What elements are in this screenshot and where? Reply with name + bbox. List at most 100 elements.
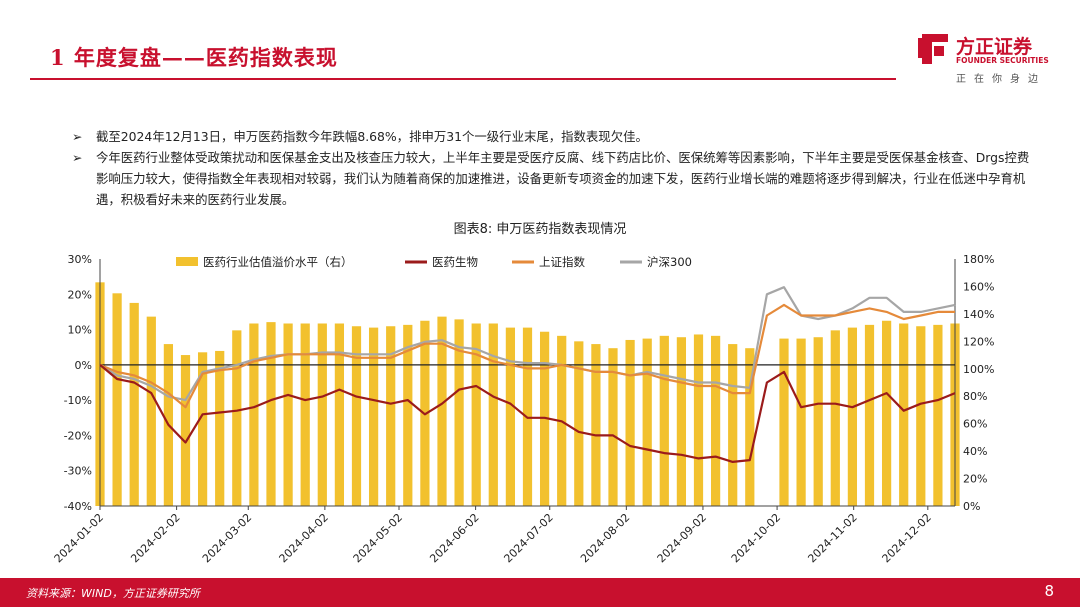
y-right-tick-label: 0% bbox=[963, 500, 980, 513]
series-line bbox=[99, 303, 955, 409]
footer-bar: 资料来源：WIND，方正证券研究所 8 bbox=[0, 578, 1080, 607]
bullet-list: ➢ 截至2024年12月13日，申万医药指数今年跌幅8.68%，排申万31个一级… bbox=[72, 126, 1032, 210]
valuation-bar bbox=[676, 337, 687, 506]
valuation-bar bbox=[813, 337, 823, 506]
logo-chinese-name: 方正证券 bbox=[956, 36, 1033, 58]
y-left-tick-label: -30% bbox=[64, 465, 92, 478]
valuation-bar bbox=[505, 327, 516, 506]
valuation-bar bbox=[180, 355, 191, 506]
valuation-bar bbox=[146, 316, 156, 506]
legend-label: 上证指数 bbox=[539, 255, 585, 269]
x-tick-label: 2024-01-02 bbox=[52, 511, 106, 565]
bullet-text: 今年医药行业整体受政策扰动和医保基金支出及核查压力较大，上半年主要是受医疗反腐、… bbox=[96, 150, 1030, 207]
valuation-bar bbox=[112, 293, 122, 506]
valuation-bar bbox=[437, 316, 447, 506]
valuation-bar bbox=[368, 327, 379, 506]
logo-english-name: FOUNDER SECURITIES bbox=[956, 56, 1049, 65]
y-right-tick-label: 140% bbox=[963, 308, 994, 321]
valuation-bar bbox=[283, 323, 293, 506]
valuation-bar bbox=[642, 338, 652, 506]
y-right-tick-label: 160% bbox=[963, 280, 994, 293]
valuation-bar bbox=[864, 324, 875, 506]
page-number: 8 bbox=[1044, 582, 1054, 600]
x-tick-label: 2024-11-02 bbox=[805, 511, 859, 565]
y-right-tick-label: 100% bbox=[963, 363, 994, 376]
x-tick-label: 2024-12-02 bbox=[880, 511, 934, 565]
valuation-bar bbox=[129, 302, 139, 506]
y-right-tick-label: 180% bbox=[963, 253, 994, 266]
arrow-bullet-icon: ➢ bbox=[72, 150, 83, 165]
series-line bbox=[99, 364, 956, 463]
header-divider bbox=[30, 78, 896, 80]
legend-swatch bbox=[176, 257, 198, 266]
y-right-tick-label: 40% bbox=[963, 445, 987, 458]
valuation-bar bbox=[249, 323, 259, 506]
valuation-bar bbox=[881, 320, 892, 506]
valuation-bar bbox=[847, 327, 858, 506]
x-tick-label: 2024-05-02 bbox=[351, 511, 405, 565]
legend-label: 沪深300 bbox=[647, 255, 692, 269]
valuation-bar bbox=[317, 323, 327, 506]
y-right-tick-label: 80% bbox=[963, 390, 987, 403]
y-left-tick-label: -40% bbox=[64, 500, 92, 513]
valuation-bar bbox=[351, 326, 362, 506]
x-tick-label: 2024-04-02 bbox=[277, 511, 331, 565]
data-source: 资料来源：WIND，方正证券研究所 bbox=[26, 587, 200, 600]
valuation-bar bbox=[659, 335, 669, 506]
y-left-tick-label: 30% bbox=[68, 253, 92, 266]
y-left-tick-label: 10% bbox=[68, 324, 92, 337]
valuation-bar bbox=[693, 334, 704, 506]
y-right-tick-label: 120% bbox=[963, 335, 994, 348]
valuation-bar bbox=[830, 330, 840, 506]
valuation-bar bbox=[471, 323, 481, 506]
chart-title: 图表8: 申万医药指数表现情况 bbox=[453, 222, 627, 237]
valuation-bar bbox=[197, 352, 208, 506]
valuation-bar bbox=[574, 341, 584, 506]
x-tick-label: 2024-03-02 bbox=[200, 511, 254, 565]
y-right-tick-label: 60% bbox=[963, 418, 987, 431]
legend-label: 医药生物 bbox=[432, 255, 478, 269]
valuation-bar bbox=[745, 348, 755, 506]
x-tick-label: 2024-02-02 bbox=[128, 511, 182, 565]
brand-logo: 方正证券 FOUNDER SECURITIES 正在你身边 bbox=[916, 30, 1056, 90]
valuation-bar bbox=[334, 323, 345, 506]
valuation-bar bbox=[779, 338, 789, 506]
y-left-tick-label: 20% bbox=[68, 288, 92, 301]
valuation-bar bbox=[916, 326, 926, 506]
x-tick-label: 2024-09-02 bbox=[655, 511, 709, 565]
valuation-bar bbox=[796, 338, 806, 506]
bullet-item: ➢ 截至2024年12月13日，申万医药指数今年跌幅8.68%，排申万31个一级… bbox=[72, 126, 1032, 147]
valuation-bar bbox=[386, 326, 396, 506]
founder-logo-icon bbox=[918, 34, 948, 64]
page-title: 1 年度复盘——医药指数表现 bbox=[50, 45, 338, 70]
y-left-tick-label: -20% bbox=[64, 429, 92, 442]
chart: 30% 20% 10% 0% -10% -20% -30% -40% 180% 160% 140% 1… bbox=[52, 253, 995, 565]
valuation-bar bbox=[933, 324, 943, 506]
valuation-bar bbox=[454, 319, 464, 506]
valuation-bar bbox=[488, 323, 498, 506]
valuation-bar bbox=[899, 323, 909, 506]
valuation-bar bbox=[266, 322, 276, 506]
valuation-bar bbox=[232, 330, 242, 506]
y-left-tick-label: 0% bbox=[75, 359, 92, 372]
bullet-item: ➢ 今年医药行业整体受政策扰动和医保基金支出及核查压力较大，上半年主要是受医疗反… bbox=[72, 147, 1032, 210]
arrow-bullet-icon: ➢ bbox=[72, 129, 83, 144]
x-tick-label: 2024-06-02 bbox=[427, 511, 481, 565]
x-tick-label: 2024-10-02 bbox=[729, 511, 783, 565]
bullet-text: 截至2024年12月13日，申万医药指数今年跌幅8.68%，排申万31个一级行业… bbox=[96, 129, 648, 144]
valuation-bar bbox=[625, 339, 635, 506]
x-tick-label: 2024-07-02 bbox=[501, 511, 555, 565]
valuation-bar bbox=[728, 344, 738, 506]
y-left-tick-label: -10% bbox=[64, 394, 92, 407]
legend-label: 医药行业估值溢价水平（右） bbox=[203, 255, 353, 269]
x-tick-label: 2024-08-02 bbox=[578, 511, 632, 565]
series-line bbox=[99, 286, 956, 402]
valuation-bar bbox=[300, 323, 310, 506]
valuation-bar bbox=[591, 344, 601, 506]
logo-slogan: 正在你身边 bbox=[956, 74, 1046, 85]
valuation-bar bbox=[710, 335, 721, 506]
valuation-bar bbox=[403, 324, 413, 506]
y-right-tick-label: 20% bbox=[963, 473, 987, 486]
valuation-bar bbox=[608, 348, 618, 506]
valuation-bar bbox=[215, 350, 225, 506]
